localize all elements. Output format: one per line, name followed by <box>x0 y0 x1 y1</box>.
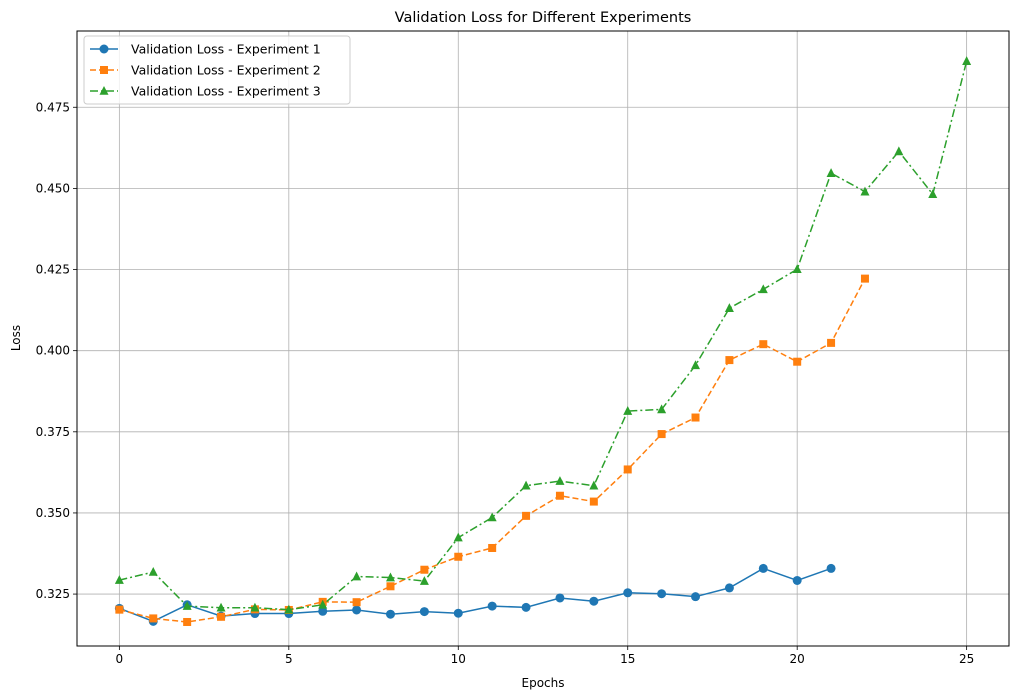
series-1-point <box>657 589 667 599</box>
legend-item-2: Validation Loss - Experiment 2 <box>90 63 321 78</box>
series-3-point <box>182 601 192 610</box>
series-2-point <box>793 357 802 366</box>
series-3-point <box>148 567 158 576</box>
legend-swatch-marker <box>99 86 109 95</box>
y-tick-label: 0.400 <box>36 344 70 358</box>
legend-label: Validation Loss - Experiment 1 <box>131 42 321 57</box>
axis-ticks: 0 5 10 15 20 25 0.325 0.350 0.375 0.400 0.425 0.450… <box>36 100 975 666</box>
series-1-point <box>487 601 497 611</box>
series-3-point <box>555 476 565 485</box>
series-3-point <box>962 56 972 65</box>
series-3-point <box>623 406 633 415</box>
series-2-point <box>691 413 700 422</box>
series-3-point <box>657 404 667 414</box>
legend-box <box>83 35 351 105</box>
series-3-point <box>250 602 260 612</box>
legend-swatch-marker <box>100 66 108 74</box>
series-3-point <box>352 571 362 581</box>
series-3-point <box>792 264 802 274</box>
series-2-point <box>522 511 531 520</box>
series-2-point <box>657 430 666 439</box>
series-1-point <box>758 563 768 573</box>
x-axis-label: Epochs <box>522 676 565 690</box>
chart-title: Validation Loss for Different Experiment… <box>395 10 692 26</box>
series-3-point <box>385 572 395 582</box>
series-3-point <box>419 576 429 585</box>
series-2-point <box>488 543 497 552</box>
series-2-point <box>217 612 226 621</box>
series-2-point <box>860 274 869 283</box>
series-3-point <box>318 599 328 609</box>
x-tick-label: 5 <box>285 652 293 666</box>
series-2-point <box>183 617 192 626</box>
x-tick-label: 20 <box>790 652 805 666</box>
series-1-point <box>792 575 802 585</box>
series-3-line <box>119 60 968 611</box>
series-3-point <box>216 602 226 612</box>
series-1-point <box>555 593 565 603</box>
series-1-point <box>385 609 395 619</box>
series-2-point <box>386 582 395 591</box>
series-1-point <box>589 596 599 606</box>
series-3-point <box>284 604 294 614</box>
series-2-point <box>589 497 598 506</box>
series-2-point <box>115 605 124 614</box>
series-1-point <box>453 608 463 618</box>
plot-frame <box>76 30 1010 647</box>
series-3-point <box>860 186 870 196</box>
series-3-point <box>894 146 904 156</box>
x-tick-label: 10 <box>451 652 466 666</box>
series-layer <box>114 56 972 626</box>
legend-item-1: Validation Loss - Experiment 1 <box>90 42 321 57</box>
series-3-point <box>589 480 599 490</box>
series-1-point <box>691 592 701 602</box>
series-2-point <box>555 491 564 500</box>
series-2-point <box>352 598 361 607</box>
series-3-point <box>521 480 531 490</box>
series-1-point <box>318 606 328 616</box>
x-tick-label: 0 <box>116 652 124 666</box>
series-2-point <box>420 565 429 574</box>
series-1-point <box>521 602 531 612</box>
series-3-point <box>691 360 701 370</box>
series-3-point <box>724 303 734 312</box>
series-3-point <box>928 189 938 199</box>
series-2-point <box>759 340 768 349</box>
series-1-point <box>623 588 633 598</box>
y-tick-label: 0.475 <box>36 100 70 114</box>
legend-item-3: Validation Loss - Experiment 3 <box>90 84 321 99</box>
x-tick-label: 15 <box>620 652 635 666</box>
series-2-point <box>149 614 158 623</box>
series-2-point <box>623 465 632 474</box>
series-1-line <box>119 567 832 623</box>
series-3-point <box>758 284 768 294</box>
y-axis-label: Loss <box>9 325 23 351</box>
y-tick-label: 0.325 <box>36 587 70 601</box>
series-3-point <box>487 512 497 522</box>
series-1-point <box>352 605 362 615</box>
series-3-point <box>453 532 463 542</box>
grid-lines <box>77 31 1009 646</box>
series-1-point <box>419 607 429 617</box>
series-3-point <box>114 575 124 584</box>
series-2-point <box>454 552 463 561</box>
legend-label: Validation Loss - Experiment 2 <box>131 63 321 78</box>
series-1-point <box>724 583 734 593</box>
series-2-point <box>827 338 836 347</box>
y-tick-label: 0.375 <box>36 425 70 439</box>
y-tick-label: 0.350 <box>36 506 70 520</box>
series-3-point <box>826 168 836 177</box>
legend-label: Validation Loss - Experiment 3 <box>131 84 321 99</box>
legend-swatch-marker <box>99 44 109 54</box>
y-tick-label: 0.425 <box>36 263 70 277</box>
y-tick-label: 0.450 <box>36 181 70 195</box>
series-3 <box>114 56 972 614</box>
x-tick-label: 25 <box>959 652 974 666</box>
legend: Validation Loss - Experiment 1 Validation… <box>83 35 351 105</box>
series-1-point <box>826 563 836 573</box>
series-2-point <box>725 356 734 365</box>
